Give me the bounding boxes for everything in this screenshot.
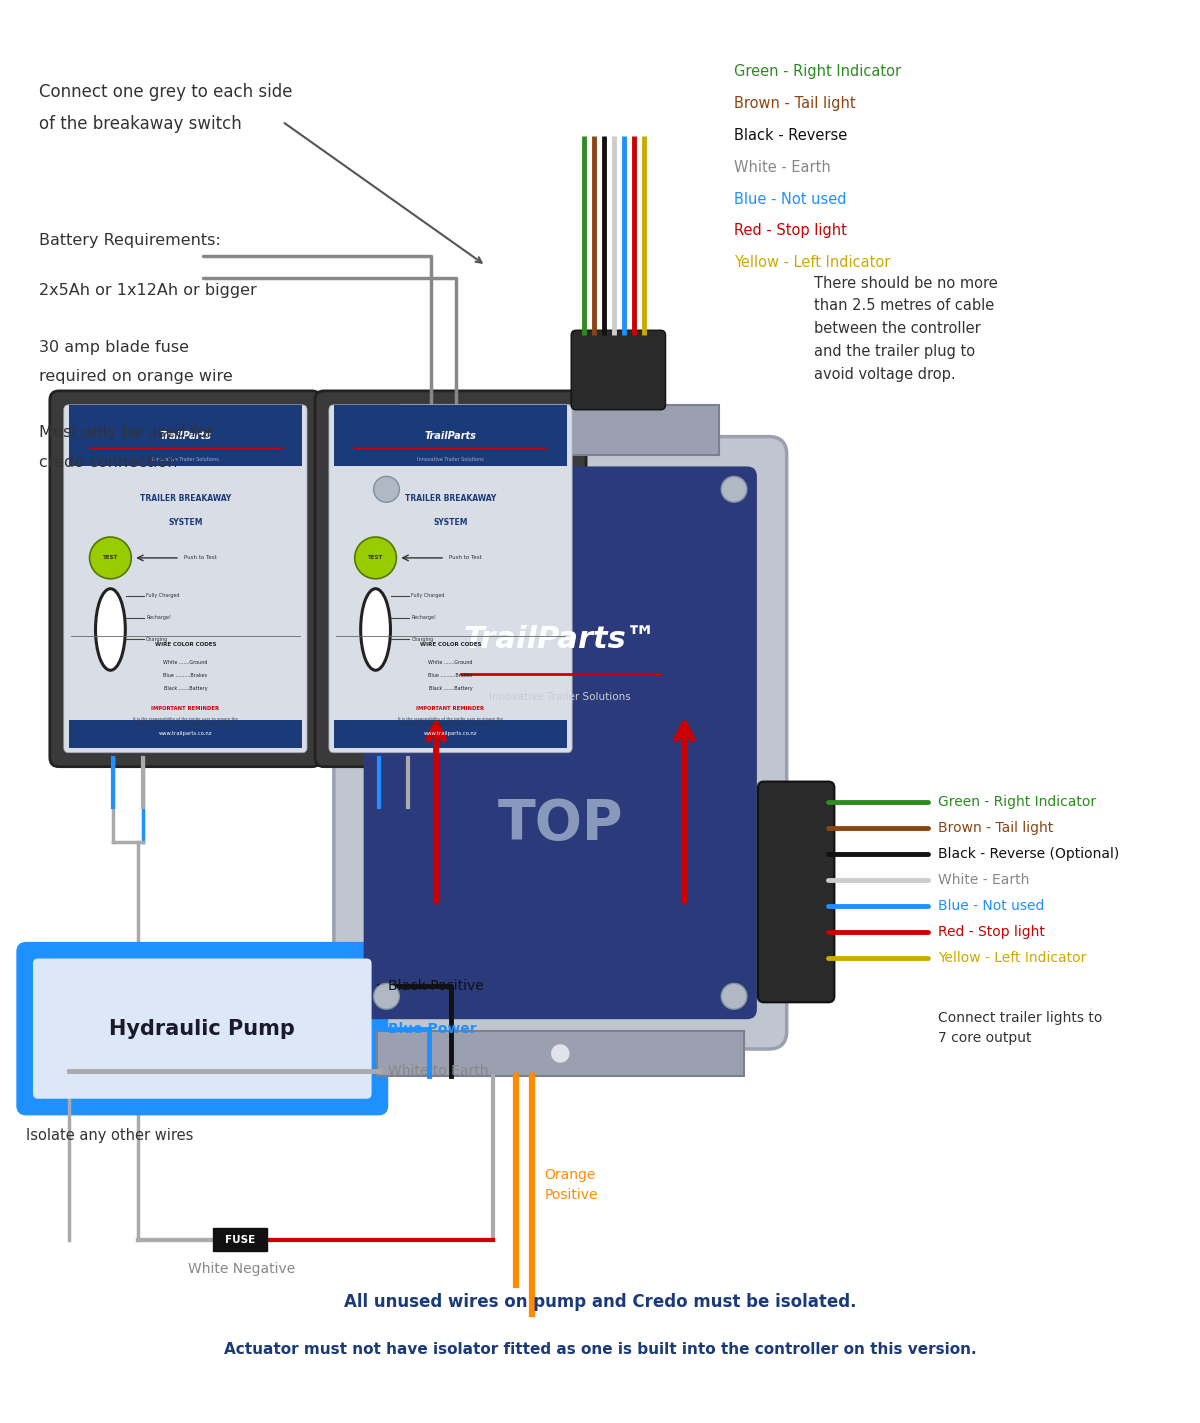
Text: White - Earth: White - Earth xyxy=(734,159,830,175)
Text: Black .......Battery: Black .......Battery xyxy=(163,686,208,692)
Text: Push to Test: Push to Test xyxy=(184,555,217,561)
Text: Charging: Charging xyxy=(146,638,168,642)
Text: Blue Power: Blue Power xyxy=(389,1022,478,1036)
Text: It is the responsibility of the trailer user to ensure the
battery in this unit : It is the responsibility of the trailer … xyxy=(133,717,238,726)
Text: Innovative Trailer Solutions: Innovative Trailer Solutions xyxy=(152,457,218,462)
Text: It is the responsibility of the trailer user to ensure the
battery in this unit : It is the responsibility of the trailer … xyxy=(398,717,503,726)
Text: Brown - Tail light: Brown - Tail light xyxy=(937,821,1052,835)
Text: Recharge!: Recharge! xyxy=(146,615,172,620)
Text: SYSTEM: SYSTEM xyxy=(433,518,468,527)
Text: White - Earth: White - Earth xyxy=(937,872,1030,887)
Text: Fully Charged: Fully Charged xyxy=(412,593,445,598)
Text: Isolate any other wires: Isolate any other wires xyxy=(26,1127,193,1143)
Text: Blue ..........Brakes: Blue ..........Brakes xyxy=(428,673,473,679)
Text: credo connection: credo connection xyxy=(38,455,178,470)
FancyBboxPatch shape xyxy=(314,391,586,767)
Text: 30 amp blade fuse: 30 amp blade fuse xyxy=(38,340,188,354)
Text: TRAILER BREAKAWAY: TRAILER BREAKAWAY xyxy=(139,494,232,504)
Text: Charging: Charging xyxy=(412,638,433,642)
FancyBboxPatch shape xyxy=(329,404,572,753)
Text: TrailParts: TrailParts xyxy=(160,431,211,441)
FancyBboxPatch shape xyxy=(758,781,834,1002)
Text: Black Positive: Black Positive xyxy=(389,979,485,993)
Text: required on orange wire: required on orange wire xyxy=(38,370,233,384)
Text: Red - Stop light: Red - Stop light xyxy=(937,925,1044,939)
FancyBboxPatch shape xyxy=(334,437,787,1049)
Circle shape xyxy=(355,536,396,579)
Text: Yellow - Left Indicator: Yellow - Left Indicator xyxy=(734,255,890,270)
Text: White .......Ground: White .......Ground xyxy=(428,660,473,666)
Text: Yellow - Left Indicator: Yellow - Left Indicator xyxy=(937,951,1086,965)
Circle shape xyxy=(373,983,400,1009)
Text: There should be no more
than 2.5 metres of cable
between the controller
and the : There should be no more than 2.5 metres … xyxy=(814,276,997,381)
Text: WIRE COLOR CODES: WIRE COLOR CODES xyxy=(420,642,481,647)
Text: Blue ..........Brakes: Blue ..........Brakes xyxy=(163,673,208,679)
Text: White to Earth: White to Earth xyxy=(389,1064,488,1077)
Text: Innovative Trailer Solutions: Innovative Trailer Solutions xyxy=(490,692,631,702)
Text: Connect one grey to each side: Connect one grey to each side xyxy=(38,83,293,101)
Text: All unused wires on pump and Credo must be isolated.: All unused wires on pump and Credo must … xyxy=(343,1292,857,1311)
Text: IMPORTANT REMINDER: IMPORTANT REMINDER xyxy=(151,706,220,710)
Text: TOP: TOP xyxy=(498,797,623,851)
Text: Orange
Positive: Orange Positive xyxy=(545,1168,598,1202)
Circle shape xyxy=(90,536,131,579)
Text: TRAILER BREAKAWAY: TRAILER BREAKAWAY xyxy=(404,494,496,504)
Text: of the breakaway switch: of the breakaway switch xyxy=(38,115,241,134)
Bar xyxy=(377,1032,744,1076)
Bar xyxy=(334,720,568,747)
Text: Blue - Not used: Blue - Not used xyxy=(734,192,846,206)
Text: Innovative Trailer Solutions: Innovative Trailer Solutions xyxy=(418,457,484,462)
Text: TrailParts: TrailParts xyxy=(425,431,476,441)
Text: Black .......Battery: Black .......Battery xyxy=(428,686,473,692)
Bar xyxy=(68,404,302,467)
Bar xyxy=(68,720,302,747)
Text: Recharge!: Recharge! xyxy=(412,615,437,620)
Text: TrailParts™: TrailParts™ xyxy=(463,625,656,653)
Text: Green - Right Indicator: Green - Right Indicator xyxy=(937,795,1096,810)
Circle shape xyxy=(551,1043,570,1063)
Text: Red - Stop light: Red - Stop light xyxy=(734,223,847,238)
Text: Blue - Not used: Blue - Not used xyxy=(937,899,1044,914)
FancyBboxPatch shape xyxy=(571,330,666,410)
FancyBboxPatch shape xyxy=(18,943,386,1114)
Circle shape xyxy=(373,477,400,502)
Text: Fully Charged: Fully Charged xyxy=(146,593,180,598)
Text: Brown - Tail light: Brown - Tail light xyxy=(734,97,856,111)
Text: FUSE: FUSE xyxy=(224,1235,256,1245)
Text: TEST: TEST xyxy=(368,555,383,561)
Text: IMPORTANT REMINDER: IMPORTANT REMINDER xyxy=(416,706,485,710)
FancyBboxPatch shape xyxy=(64,404,307,753)
Circle shape xyxy=(721,477,746,502)
Ellipse shape xyxy=(361,589,390,670)
Text: Green - Right Indicator: Green - Right Indicator xyxy=(734,64,901,80)
FancyBboxPatch shape xyxy=(364,467,757,1019)
Text: 2x5Ah or 1x12Ah or bigger: 2x5Ah or 1x12Ah or bigger xyxy=(38,283,257,297)
Text: Push to Test: Push to Test xyxy=(449,555,482,561)
Text: White Negative: White Negative xyxy=(188,1262,295,1276)
Ellipse shape xyxy=(96,589,125,670)
Text: Hydraulic Pump: Hydraulic Pump xyxy=(109,1019,295,1039)
Text: Connect trailer lights to
7 core output: Connect trailer lights to 7 core output xyxy=(937,1012,1102,1046)
FancyBboxPatch shape xyxy=(32,959,372,1099)
Text: Must only be used for: Must only be used for xyxy=(38,425,212,440)
Text: White .......Ground: White .......Ground xyxy=(163,660,208,666)
Text: Black - Reverse: Black - Reverse xyxy=(734,128,847,142)
Text: SYSTEM: SYSTEM xyxy=(168,518,203,527)
Text: www.trailparts.co.nz: www.trailparts.co.nz xyxy=(424,731,478,736)
Text: Actuator must not have isolator fitted as one is built into the controller on th: Actuator must not have isolator fitted a… xyxy=(223,1342,977,1356)
Bar xyxy=(401,404,719,454)
Text: Battery Requirements:: Battery Requirements: xyxy=(38,233,221,248)
Bar xyxy=(212,1228,268,1251)
Circle shape xyxy=(721,983,746,1009)
Text: Black - Reverse (Optional): Black - Reverse (Optional) xyxy=(937,847,1118,861)
Text: www.trailparts.co.nz: www.trailparts.co.nz xyxy=(158,731,212,736)
Bar xyxy=(334,404,568,467)
Text: WIRE COLOR CODES: WIRE COLOR CODES xyxy=(155,642,216,647)
Text: TEST: TEST xyxy=(103,555,118,561)
FancyBboxPatch shape xyxy=(50,391,320,767)
